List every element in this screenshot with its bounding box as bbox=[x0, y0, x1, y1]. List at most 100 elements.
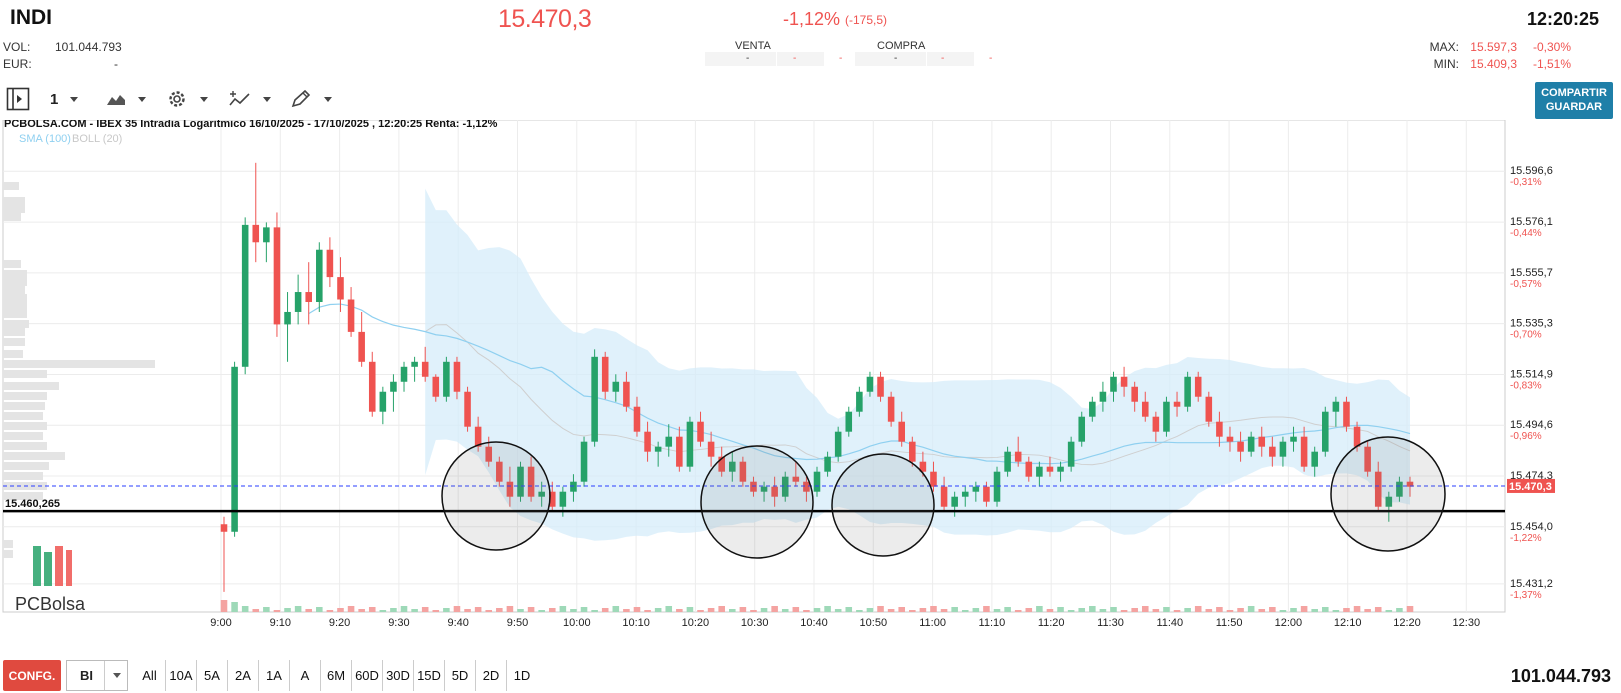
candle-body[interactable] bbox=[316, 249, 323, 302]
candle-body[interactable] bbox=[1141, 401, 1149, 417]
candle-body[interactable] bbox=[771, 486, 778, 497]
candle-body[interactable] bbox=[496, 461, 503, 482]
candle-body[interactable] bbox=[919, 461, 927, 472]
candle-body[interactable] bbox=[1131, 386, 1138, 402]
candle-body[interactable] bbox=[1353, 426, 1361, 447]
candle-body[interactable] bbox=[1237, 441, 1244, 452]
candle-body[interactable] bbox=[887, 396, 895, 422]
range-button-all[interactable]: All bbox=[142, 668, 157, 683]
candle-body[interactable] bbox=[1269, 446, 1276, 457]
candle-body[interactable] bbox=[305, 292, 312, 302]
candle-body[interactable] bbox=[739, 461, 747, 482]
chart-type-select[interactable] bbox=[106, 86, 146, 112]
candle-body[interactable] bbox=[570, 481, 577, 492]
candle-body[interactable] bbox=[368, 361, 376, 412]
candlestick-chart-svg[interactable]: 9:00 9:10 9:20 9:30 9:40 9:50 10:00 10:10 10:20 1… bbox=[0, 118, 1621, 640]
candle-body[interactable] bbox=[803, 481, 810, 492]
range-button-2a[interactable]: 2A bbox=[227, 660, 258, 691]
candle-body[interactable] bbox=[686, 421, 694, 467]
price-chart[interactable]: 9:00 9:10 9:20 9:30 9:40 9:50 10:00 10:10 10:20 1… bbox=[0, 118, 1621, 640]
candle-body[interactable] bbox=[284, 311, 291, 325]
candle-body[interactable] bbox=[1067, 441, 1075, 467]
candle-body[interactable] bbox=[729, 461, 736, 472]
candle-body[interactable] bbox=[972, 486, 980, 492]
candle-body[interactable] bbox=[1406, 481, 1414, 487]
range-button-60d[interactable]: 60D bbox=[351, 660, 382, 691]
candle-body[interactable] bbox=[294, 292, 302, 312]
candle-body[interactable] bbox=[421, 361, 429, 377]
candle-body[interactable] bbox=[1173, 401, 1181, 407]
candle-body[interactable] bbox=[750, 481, 757, 492]
candle-body[interactable] bbox=[1004, 451, 1011, 472]
candle-body[interactable] bbox=[1247, 436, 1255, 452]
candle-body[interactable] bbox=[993, 471, 1001, 502]
candle-body[interactable] bbox=[1385, 496, 1393, 507]
candle-body[interactable] bbox=[718, 456, 725, 472]
candle-body[interactable] bbox=[1226, 436, 1234, 442]
candle-body[interactable] bbox=[1343, 401, 1350, 427]
candle-body[interactable] bbox=[1163, 401, 1170, 432]
candle-body[interactable] bbox=[559, 491, 567, 507]
candle-body[interactable] bbox=[898, 421, 905, 442]
config-button[interactable]: CONFG. bbox=[3, 660, 61, 691]
range-button-6m[interactable]: 6M bbox=[320, 660, 351, 691]
candle-body[interactable] bbox=[432, 376, 440, 397]
indicators-select[interactable] bbox=[229, 86, 271, 112]
candle-body[interactable] bbox=[1152, 416, 1160, 432]
candle-body[interactable] bbox=[1300, 436, 1308, 467]
candle-body[interactable] bbox=[792, 476, 800, 482]
candle-body[interactable] bbox=[1205, 396, 1213, 422]
candle-body[interactable] bbox=[1046, 466, 1054, 472]
candle-body[interactable] bbox=[845, 411, 853, 432]
candle-body[interactable] bbox=[1120, 376, 1128, 387]
candle-body[interactable] bbox=[1036, 466, 1043, 477]
candle-body[interactable] bbox=[612, 381, 620, 392]
candle-body[interactable] bbox=[654, 446, 662, 452]
candle-body[interactable] bbox=[1364, 446, 1371, 472]
candle-body[interactable] bbox=[877, 376, 884, 397]
candle-body[interactable] bbox=[400, 366, 408, 382]
candle-body[interactable] bbox=[834, 431, 842, 457]
candle-body[interactable] bbox=[252, 224, 260, 243]
range-button-1d[interactable]: 1D bbox=[506, 660, 537, 691]
candle-body[interactable] bbox=[697, 421, 704, 442]
candle-body[interactable] bbox=[506, 481, 514, 497]
candle-body[interactable] bbox=[623, 381, 630, 407]
candle-body[interactable] bbox=[273, 227, 281, 325]
candle-body[interactable] bbox=[1194, 376, 1202, 397]
range-button-10a[interactable]: 10A bbox=[165, 660, 196, 691]
candle-body[interactable] bbox=[1311, 451, 1318, 467]
mode-select[interactable]: BI bbox=[66, 660, 128, 691]
candle-body[interactable] bbox=[326, 249, 334, 278]
candle-body[interactable] bbox=[538, 491, 545, 497]
candle-body[interactable] bbox=[580, 441, 588, 482]
range-button-a[interactable]: A bbox=[289, 660, 320, 691]
candle-body[interactable] bbox=[1332, 401, 1340, 412]
candle-body[interactable] bbox=[1184, 376, 1191, 407]
candle-body[interactable] bbox=[527, 466, 535, 497]
candle-body[interactable] bbox=[379, 391, 387, 412]
candle-body[interactable] bbox=[464, 391, 471, 427]
candle-body[interactable] bbox=[263, 227, 270, 243]
settings-select[interactable] bbox=[166, 86, 208, 112]
candle-body[interactable] bbox=[1290, 436, 1297, 442]
candle-body[interactable] bbox=[676, 436, 683, 467]
candle-body[interactable] bbox=[337, 277, 344, 300]
candle-body[interactable] bbox=[940, 486, 948, 507]
candle-body[interactable] bbox=[951, 496, 958, 507]
candle-body[interactable] bbox=[1396, 481, 1403, 497]
candle-body[interactable] bbox=[220, 524, 228, 532]
candle-body[interactable] bbox=[760, 486, 768, 492]
candle-body[interactable] bbox=[1014, 451, 1022, 462]
candle-body[interactable] bbox=[781, 476, 789, 497]
range-button-30d[interactable]: 30D bbox=[382, 660, 413, 691]
candle-body[interactable] bbox=[601, 356, 609, 392]
draw-tools-select[interactable] bbox=[290, 86, 332, 112]
candle-body[interactable] bbox=[930, 471, 937, 487]
candle-body[interactable] bbox=[1057, 466, 1064, 472]
candle-body[interactable] bbox=[961, 491, 969, 497]
candle-body[interactable] bbox=[347, 299, 355, 332]
candle-body[interactable] bbox=[665, 436, 673, 447]
candle-body[interactable] bbox=[1374, 471, 1382, 507]
candle-body[interactable] bbox=[548, 491, 556, 507]
